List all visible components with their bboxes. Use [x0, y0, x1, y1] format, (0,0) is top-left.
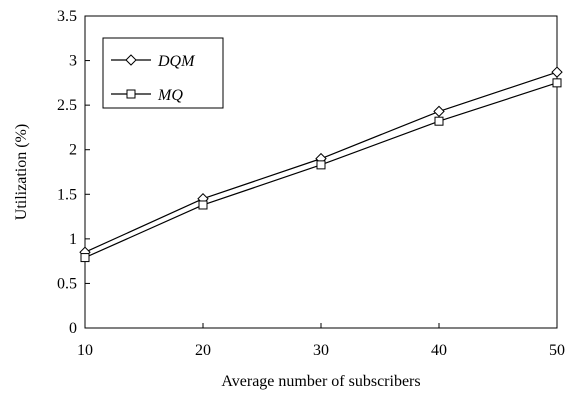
data-point-mq [316, 160, 326, 170]
legend-marker-mq [126, 89, 136, 99]
legend-box [102, 37, 224, 109]
y-tick-label: 0 [69, 320, 77, 337]
series-mq [80, 78, 562, 263]
data-point-mq [552, 78, 562, 88]
y-tick-label: 1.5 [57, 186, 77, 203]
x-tick-label: 20 [195, 342, 211, 359]
x-tick-label: 30 [313, 342, 329, 359]
y-tick-label: 2 [69, 142, 77, 159]
data-point-dqm [433, 105, 445, 118]
x-tick-label: 10 [77, 342, 93, 359]
y-tick-label: 0.5 [57, 275, 77, 292]
y-tick-label: 2.5 [57, 97, 77, 114]
legend-marker-dqm [125, 54, 137, 66]
data-point-mq [80, 253, 90, 263]
data-point-mq [198, 200, 208, 210]
x-tick-label: 50 [549, 342, 565, 359]
data-point-mq [434, 116, 444, 126]
y-tick-label: 3 [69, 53, 77, 70]
y-tick-label: 3.5 [57, 8, 77, 25]
legend-label-dqm: DQM [157, 53, 196, 70]
legend-label-mq: MQ [157, 87, 183, 104]
y-tick-label: 1 [69, 231, 77, 248]
y-axis-label: Utilization (%) [13, 124, 30, 220]
x-tick-label: 40 [431, 342, 447, 359]
data-point-dqm [551, 66, 563, 78]
series-line-mq [84, 82, 558, 259]
x-axis-label: Average number of subscribers [221, 373, 420, 390]
